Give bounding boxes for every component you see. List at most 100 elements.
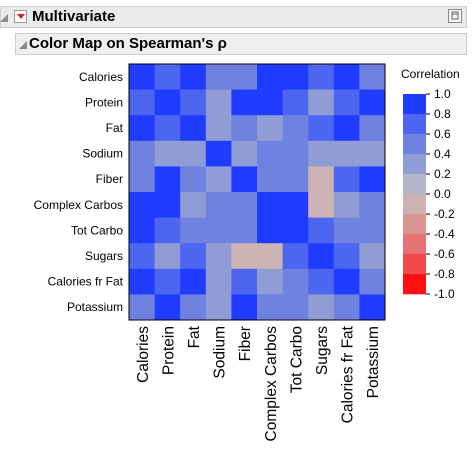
- heatmap-cell[interactable]: [359, 268, 386, 295]
- heatmap-cell[interactable]: [180, 268, 207, 295]
- heatmap-cell[interactable]: [359, 89, 386, 116]
- heatmap-cell[interactable]: [333, 64, 360, 90]
- heatmap-cell[interactable]: [359, 192, 386, 218]
- heatmap-cell[interactable]: [231, 192, 258, 218]
- heatmap-cell[interactable]: [180, 140, 207, 167]
- heatmap-cell[interactable]: [257, 64, 283, 90]
- heatmap-cell[interactable]: [333, 217, 360, 244]
- heatmap-cell[interactable]: [205, 243, 232, 270]
- heatmap-cell[interactable]: [333, 243, 360, 270]
- heatmap-cell[interactable]: [231, 140, 258, 167]
- heatmap-cell[interactable]: [282, 217, 309, 244]
- heatmap-cell[interactable]: [257, 192, 283, 218]
- heatmap-cell[interactable]: [282, 115, 309, 142]
- heatmap-cell[interactable]: [359, 115, 386, 142]
- heatmap-cell[interactable]: [308, 115, 335, 142]
- heatmap-cell[interactable]: [308, 89, 335, 116]
- heatmap-cell[interactable]: [154, 217, 181, 244]
- report-options-icon[interactable]: [448, 9, 462, 23]
- heatmap-cell[interactable]: [359, 243, 386, 270]
- heatmap-cell[interactable]: [180, 243, 207, 270]
- heatmap-cell[interactable]: [129, 115, 155, 142]
- heatmap-cell[interactable]: [231, 217, 258, 244]
- heatmap-cell[interactable]: [180, 294, 207, 321]
- heatmap-cell[interactable]: [129, 166, 155, 193]
- heatmap-cell[interactable]: [180, 166, 207, 193]
- heatmap-cell[interactable]: [129, 217, 155, 244]
- heatmap-cell[interactable]: [231, 89, 258, 116]
- heatmap-cell[interactable]: [333, 89, 360, 116]
- heatmap-cell[interactable]: [308, 166, 335, 193]
- heatmap-cell[interactable]: [333, 140, 360, 167]
- heatmap-cell[interactable]: [308, 268, 335, 295]
- heatmap-cell[interactable]: [282, 64, 309, 90]
- heatmap-cell[interactable]: [308, 217, 335, 244]
- heatmap-cell[interactable]: [231, 294, 258, 321]
- heatmap-cell[interactable]: [333, 166, 360, 193]
- color-map-outline-header[interactable]: Color Map on Spearman's ρ: [15, 33, 467, 55]
- heatmap-cell[interactable]: [129, 89, 155, 116]
- heatmap-cell[interactable]: [308, 243, 335, 270]
- heatmap-cell[interactable]: [129, 294, 155, 321]
- heatmap-cell[interactable]: [359, 140, 386, 167]
- heatmap-cell[interactable]: [257, 243, 283, 270]
- heatmap-cell[interactable]: [205, 217, 232, 244]
- heatmap-cell[interactable]: [180, 89, 207, 116]
- heatmap-cell[interactable]: [282, 243, 309, 270]
- heatmap-cell[interactable]: [333, 268, 360, 295]
- heatmap-cell[interactable]: [154, 268, 181, 295]
- heatmap-cell[interactable]: [205, 115, 232, 142]
- heatmap-cell[interactable]: [205, 140, 232, 167]
- heatmap-cell[interactable]: [257, 115, 283, 142]
- heatmap-cell[interactable]: [180, 115, 207, 142]
- heatmap-cell[interactable]: [180, 217, 207, 244]
- heatmap-cell[interactable]: [359, 64, 386, 90]
- heatmap-cell[interactable]: [333, 192, 360, 218]
- heatmap-cell[interactable]: [257, 140, 283, 167]
- heatmap-cell[interactable]: [308, 192, 335, 218]
- heatmap-cell[interactable]: [333, 294, 360, 321]
- heatmap-cell[interactable]: [129, 268, 155, 295]
- heatmap-cell[interactable]: [359, 166, 386, 193]
- heatmap-cell[interactable]: [180, 64, 207, 90]
- heatmap-cell[interactable]: [231, 268, 258, 295]
- heatmap-cell[interactable]: [257, 217, 283, 244]
- heatmap-cell[interactable]: [257, 89, 283, 116]
- heatmap-cell[interactable]: [154, 64, 181, 90]
- heatmap-cell[interactable]: [205, 294, 232, 321]
- heatmap-cell[interactable]: [129, 192, 155, 218]
- heatmap-cell[interactable]: [282, 192, 309, 218]
- heatmap-cell[interactable]: [129, 64, 155, 90]
- red-triangle-menu-icon[interactable]: [14, 10, 27, 23]
- heatmap-cell[interactable]: [257, 268, 283, 295]
- heatmap-cell[interactable]: [129, 140, 155, 167]
- heatmap-cell[interactable]: [308, 140, 335, 167]
- heatmap-cell[interactable]: [359, 294, 386, 321]
- heatmap-cell[interactable]: [282, 140, 309, 167]
- heatmap-cell[interactable]: [129, 243, 155, 270]
- heatmap-cell[interactable]: [205, 64, 232, 90]
- heatmap-cell[interactable]: [231, 64, 258, 90]
- heatmap-cell[interactable]: [154, 294, 181, 321]
- heatmap-cell[interactable]: [205, 89, 232, 116]
- heatmap-cell[interactable]: [154, 89, 181, 116]
- heatmap-cell[interactable]: [154, 243, 181, 270]
- heatmap-cell[interactable]: [154, 115, 181, 142]
- heatmap-cell[interactable]: [282, 294, 309, 321]
- heatmap-cell[interactable]: [205, 166, 232, 193]
- heatmap-cell[interactable]: [257, 294, 283, 321]
- heatmap-cell[interactable]: [154, 140, 181, 167]
- heatmap-cell[interactable]: [308, 294, 335, 321]
- heatmap-cell[interactable]: [333, 115, 360, 142]
- heatmap-cell[interactable]: [231, 243, 258, 270]
- heatmap-cell[interactable]: [205, 192, 232, 218]
- heatmap-cell[interactable]: [154, 192, 181, 218]
- heatmap-cell[interactable]: [205, 268, 232, 295]
- heatmap-cell[interactable]: [359, 217, 386, 244]
- heatmap-cell[interactable]: [231, 166, 258, 193]
- heatmap-cell[interactable]: [257, 166, 283, 193]
- multivariate-outline-header[interactable]: Multivariate: [0, 6, 467, 28]
- heatmap-cell[interactable]: [282, 268, 309, 295]
- heatmap-cell[interactable]: [308, 64, 335, 90]
- heatmap-cell[interactable]: [231, 115, 258, 142]
